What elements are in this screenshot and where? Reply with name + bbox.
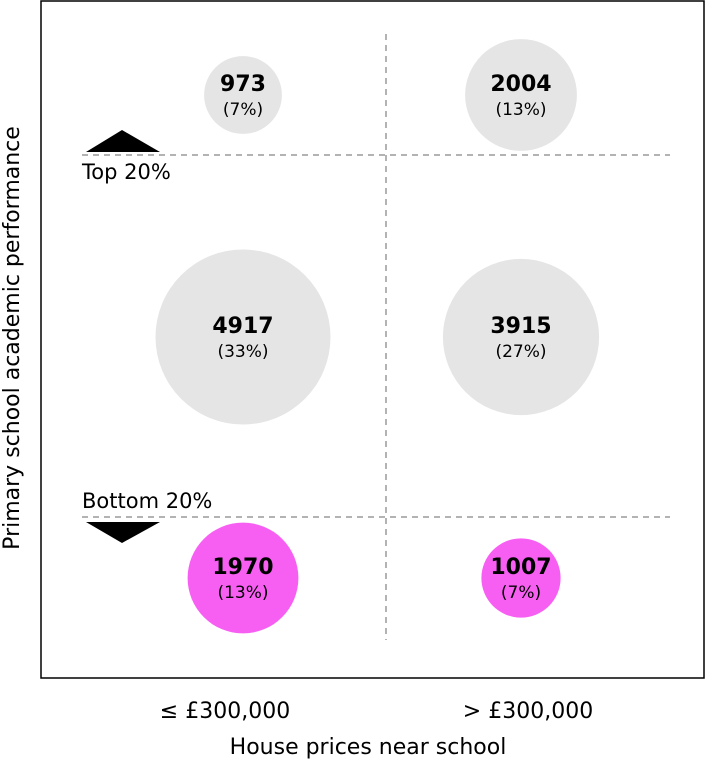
bubble-middle-3: 3915 (27%) bbox=[442, 258, 600, 416]
x-tick-label-high: > £300,000 bbox=[463, 699, 593, 724]
bubble-top-1: 2004 (13%) bbox=[465, 39, 577, 151]
bottom-threshold-label: Bottom 20% bbox=[82, 489, 212, 513]
bubble-count-label: 3915 bbox=[490, 314, 551, 339]
bubble-circle bbox=[442, 258, 600, 416]
bubble-circle bbox=[187, 522, 299, 634]
bubble-count-label: 973 bbox=[220, 72, 266, 97]
bubble-share-label: (13%) bbox=[495, 100, 546, 120]
x-tick-label-low: ≤ £300,000 bbox=[160, 699, 290, 724]
bubble-circle bbox=[481, 538, 561, 618]
threshold-markers bbox=[86, 130, 160, 543]
plot-frame bbox=[40, 0, 705, 679]
grid-layer bbox=[82, 34, 670, 640]
bubble-bottom-5: 1007 (7%) bbox=[481, 538, 561, 618]
axis-layer: ≤ £300,000 > £300,000 House prices near … bbox=[0, 126, 593, 760]
bubble-share-label: (33%) bbox=[217, 342, 268, 362]
bubble-count-label: 2004 bbox=[490, 72, 551, 97]
bubble-circle bbox=[204, 56, 282, 134]
bubble-count-label: 1970 bbox=[212, 555, 273, 580]
x-axis-title: House prices near school bbox=[230, 735, 507, 759]
bubble-layer: 973 (7%) 2004 (13%) 4917 (33%) 3915 (27%) 1970 (1… bbox=[155, 39, 600, 634]
top-threshold-label: Top 20% bbox=[81, 160, 171, 184]
up-triangle-icon bbox=[86, 130, 160, 152]
bubble-count-label: 1007 bbox=[490, 555, 551, 580]
bubble-share-label: (7%) bbox=[501, 583, 541, 603]
bubble-bottom-4: 1970 (13%) bbox=[187, 522, 299, 634]
bubble-circle bbox=[155, 249, 331, 425]
bubble-share-label: (7%) bbox=[223, 100, 263, 120]
bubble-middle-2: 4917 (33%) bbox=[155, 249, 331, 425]
down-triangle-icon bbox=[86, 522, 160, 543]
bubble-share-label: (27%) bbox=[495, 342, 546, 362]
bubble-top-0: 973 (7%) bbox=[204, 56, 282, 134]
bubble-circle bbox=[465, 39, 577, 151]
bubble-count-label: 4917 bbox=[212, 314, 273, 339]
bubble-share-label: (13%) bbox=[217, 583, 268, 603]
y-axis-title: Primary school academic performance bbox=[0, 126, 25, 550]
